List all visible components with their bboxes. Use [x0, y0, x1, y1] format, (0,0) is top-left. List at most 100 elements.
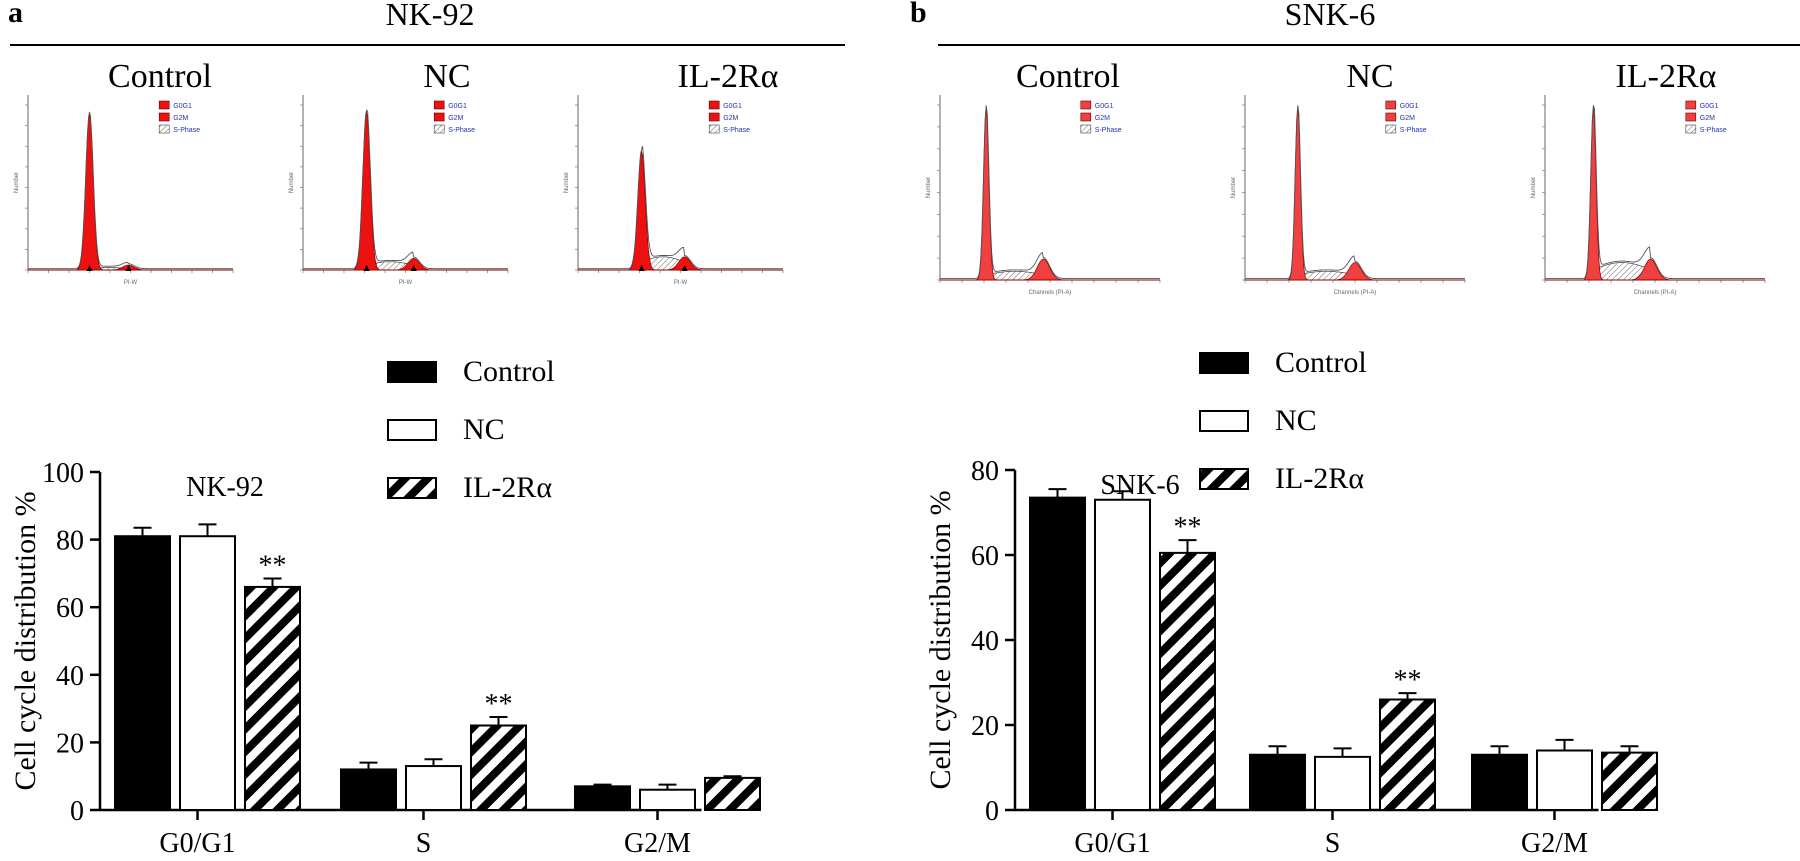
significance-label: **	[485, 689, 513, 720]
histogram-legend-label: G2M	[173, 115, 188, 122]
histogram-g0g1-peak	[940, 106, 1160, 281]
histogram-legend-swatch	[1080, 124, 1092, 134]
bar-white	[1314, 755, 1371, 811]
bar-white	[1536, 749, 1593, 811]
y-tick-label: 80	[56, 526, 84, 557]
bar-white	[179, 535, 236, 811]
peak-marker-icon	[681, 265, 688, 271]
hist-b1-label: Control	[1016, 58, 1120, 95]
histogram-legend-swatch	[708, 112, 720, 122]
histogram-legend-label: S-Phase	[1400, 127, 1427, 134]
y-tick-label: 60	[971, 541, 999, 572]
y-tick-label: 60	[56, 593, 84, 624]
histogram-g2m-peak	[1245, 262, 1465, 281]
y-tick-label: 40	[56, 661, 84, 692]
y-tick-label: 100	[42, 458, 84, 489]
histogram-legend-label: S-Phase	[1095, 127, 1122, 134]
bar-hatched	[1159, 551, 1216, 811]
y-tick-label: 0	[985, 796, 999, 827]
histogram-legend-label: G2M	[1095, 115, 1110, 122]
significance-label: **	[1174, 512, 1202, 543]
histogram-legend-swatch	[158, 100, 170, 110]
peak-marker-icon	[363, 265, 370, 271]
histogram-legend-label: G0G1	[1095, 103, 1114, 110]
histogram-legend-label: G2M	[1400, 115, 1415, 122]
hist-a2-label: NC	[423, 58, 471, 95]
histogram-x-label: Channels (PI-A)	[1334, 290, 1377, 296]
legend-label: Control	[463, 355, 555, 388]
histogram-legend-swatch	[1685, 124, 1697, 134]
significance-label: **	[1394, 665, 1422, 696]
histogram-snk6-il2ra: G0G1 G2M S-Phase Number Channels (PI-A)	[1531, 95, 1766, 296]
histogram-legend-swatch	[433, 124, 445, 134]
panel-a-title: NK-92	[385, 0, 475, 32]
histogram-total-trace	[1245, 105, 1465, 280]
x-tick-label: G2/M	[1521, 828, 1588, 859]
histogram-x-label: PI-W	[399, 280, 413, 286]
chart-title: SNK-6	[1100, 470, 1179, 501]
y-tick-label: 0	[70, 796, 84, 827]
histogram-total-trace	[303, 109, 508, 270]
legend-swatch	[1199, 352, 1249, 374]
legend-label: NC	[463, 413, 505, 446]
histogram-total-trace	[1545, 105, 1765, 280]
hist-a1-label: Control	[108, 58, 212, 95]
histogram-legend-swatch	[1080, 112, 1092, 122]
panel-a-letter: a	[8, 0, 23, 29]
x-tick-label: G0/G1	[1074, 828, 1150, 859]
histogram-g0g1-peak	[303, 111, 508, 271]
histogram-x-label: PI-W	[124, 280, 138, 286]
legend-label: IL-2Rα	[1275, 462, 1364, 495]
legend-swatch	[387, 477, 437, 499]
legend-swatch	[1199, 410, 1249, 432]
histogram-g2m-peak	[940, 258, 1160, 281]
hist-b2-label: NC	[1346, 58, 1394, 95]
y-tick-label: 80	[971, 456, 999, 487]
peak-marker-icon	[86, 265, 93, 271]
histogram-legend-label: G0G1	[1700, 103, 1719, 110]
histogram-legend-label: S-Phase	[173, 127, 200, 134]
histogram-legend-swatch	[708, 124, 720, 134]
bar-hatched	[1379, 698, 1436, 811]
legend-swatch	[1199, 468, 1249, 490]
bar-solid-black	[340, 768, 397, 812]
histogram-nk92-il2ra: G0G1 G2M S-Phase Number PI-W	[564, 95, 784, 286]
histogram-y-label: Number	[289, 172, 295, 193]
bar-hatched	[704, 776, 761, 812]
histogram-legend-label: G2M	[1700, 115, 1715, 122]
histogram-legend-label: G0G1	[448, 103, 467, 110]
chart-title: NK-92	[186, 472, 264, 503]
bar-white	[405, 765, 462, 811]
bar-hatched	[244, 585, 301, 811]
histogram-snk6-control: G0G1 G2M S-Phase Number Channels (PI-A)	[926, 95, 1161, 296]
x-tick-label: G0/G1	[159, 828, 235, 859]
bar-solid-black	[114, 535, 171, 811]
histogram-g2m-peak	[578, 256, 783, 271]
peak-marker-icon	[410, 265, 417, 271]
histogram-legend-swatch	[433, 112, 445, 122]
histogram-legend-swatch	[1685, 112, 1697, 122]
bar-solid-black	[1029, 496, 1086, 811]
histogram-y-label: Number	[926, 177, 932, 198]
bar-hatched	[1601, 751, 1658, 811]
hist-a3-label: IL-2Rα	[677, 58, 779, 95]
x-tick-label: S	[1325, 828, 1341, 859]
bar-solid-black	[1471, 753, 1528, 811]
histogram-x-label: Channels (PI-A)	[1634, 290, 1677, 296]
y-axis-label: Cell cycle distribution %	[9, 491, 42, 790]
histogram-legend-swatch	[158, 112, 170, 122]
x-tick-label: G2/M	[624, 828, 691, 859]
histogram-x-label: Channels (PI-A)	[1029, 290, 1072, 296]
histogram-total-trace	[940, 105, 1160, 280]
histogram-legend-swatch	[433, 100, 445, 110]
bar-white	[1094, 498, 1151, 811]
y-tick-label: 20	[56, 728, 84, 759]
histogram-nk92-control: G0G1 G2M S-Phase Number PI-W	[14, 95, 234, 286]
histogram-legend-swatch	[708, 100, 720, 110]
y-tick-label: 40	[971, 626, 999, 657]
histogram-y-label: Number	[564, 172, 570, 193]
histogram-legend-label: G2M	[723, 115, 738, 122]
panel-b-letter: b	[910, 0, 927, 29]
legend-swatch	[387, 361, 437, 383]
peak-marker-icon	[638, 265, 645, 271]
